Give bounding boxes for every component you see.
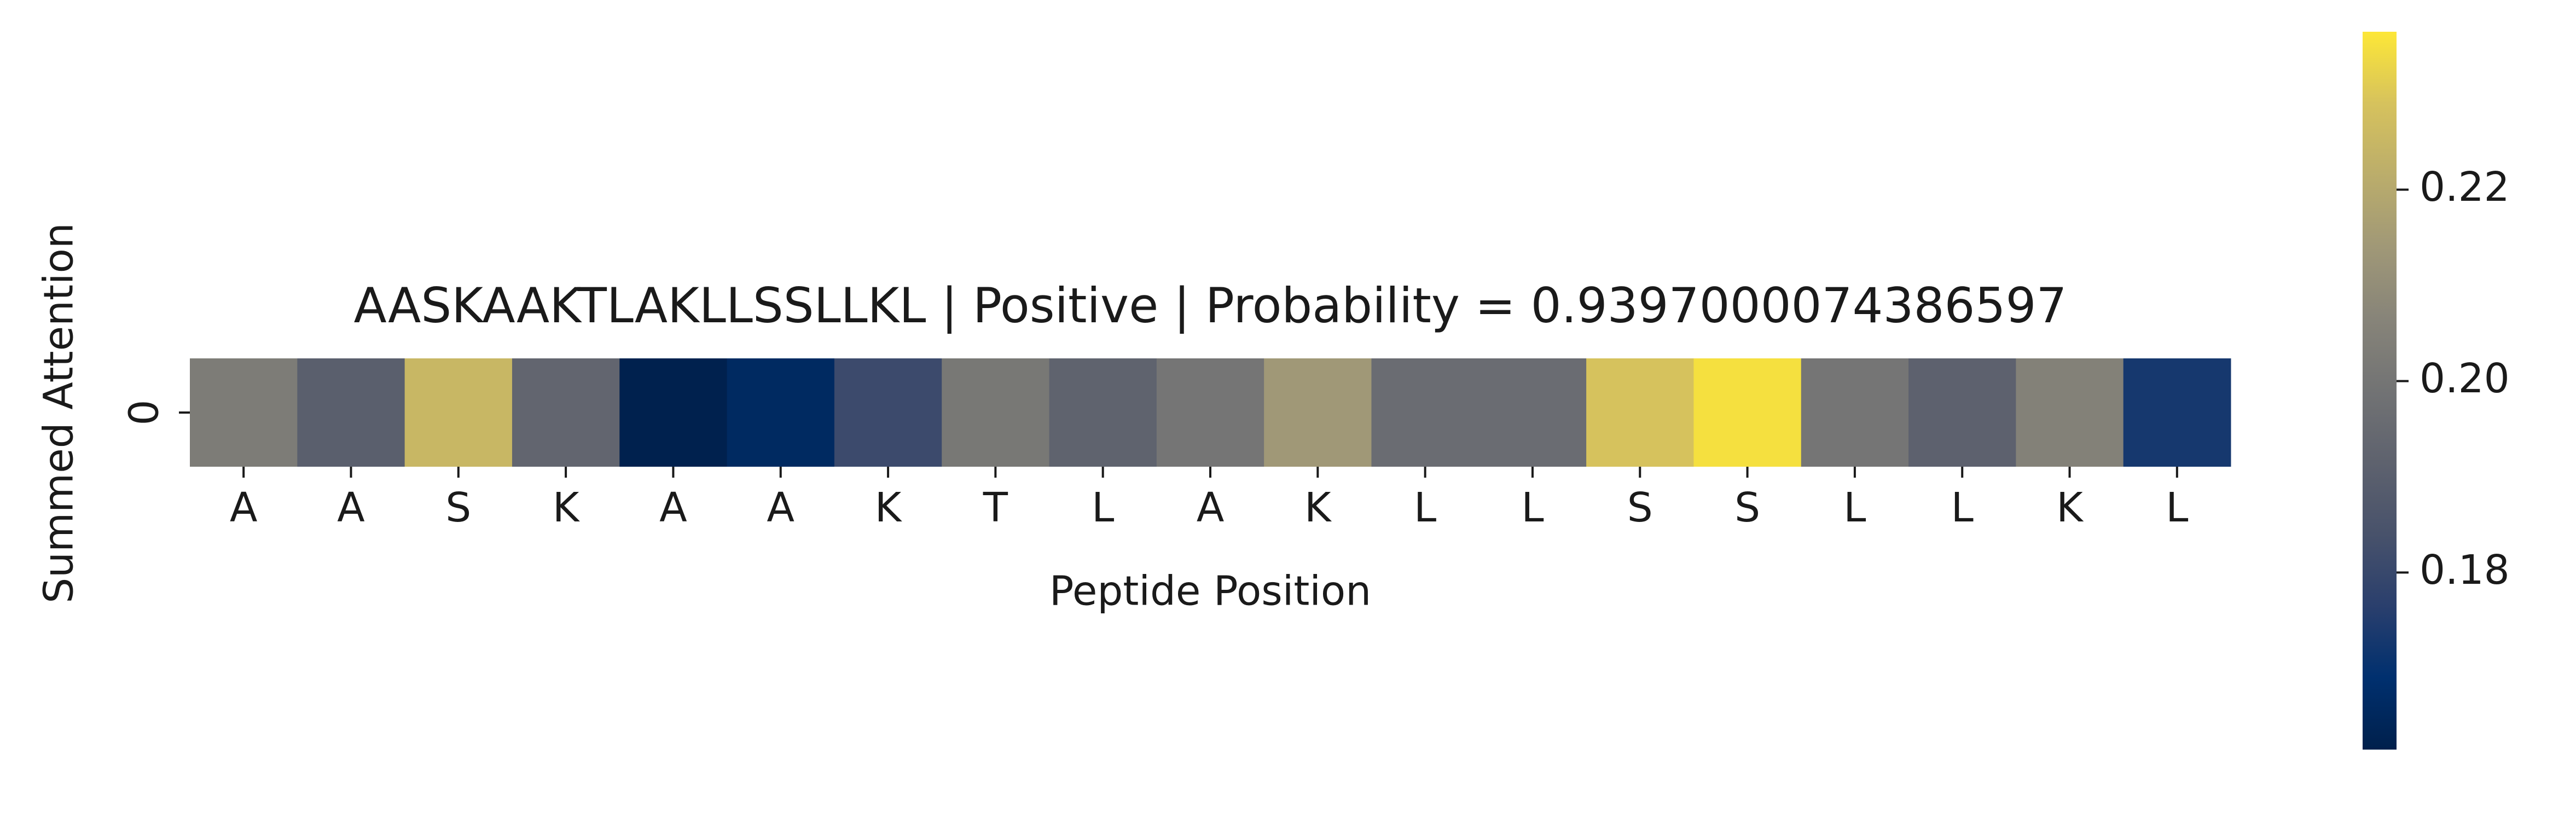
x-tick-label: S [1627, 484, 1653, 531]
heatmap-cells [190, 358, 2231, 467]
colorbar-tick-label: 0.18 [2420, 547, 2510, 594]
x-tick-label: L [1521, 484, 1544, 531]
heatmap-cell [1801, 358, 1909, 467]
heatmap-cell [1478, 358, 1587, 467]
heatmap-cell [190, 358, 298, 467]
heatmap-cell [942, 358, 1050, 467]
x-tick-label: K [875, 484, 903, 531]
x-tick-label: T [983, 484, 1008, 531]
heatmap-cell [727, 358, 835, 467]
y-axis-label: Summed Attention [36, 223, 83, 604]
y-tick-label: 0 [121, 399, 168, 425]
x-tick-label: L [1414, 484, 1436, 531]
x-axis-label: Peptide Position [1049, 568, 1371, 615]
x-tick-label: A [337, 484, 365, 531]
heatmap-cell [297, 358, 405, 467]
x-tick-label: K [2056, 484, 2084, 531]
x-tick-label: A [659, 484, 687, 531]
x-tick-label: A [1197, 484, 1225, 531]
heatmap-cell [1693, 358, 1802, 467]
heatmap-cell [1586, 358, 1694, 467]
heatmap-cell [1908, 358, 2016, 467]
y-axis-ticks: 0 [121, 399, 190, 426]
x-tick-label: L [2166, 484, 2188, 531]
colorbar-tick-label: 0.20 [2420, 355, 2510, 402]
colorbar-ticks: 0.18 0.20 0.22 [2397, 164, 2510, 594]
x-tick-label: L [1092, 484, 1114, 531]
x-tick-label: L [1843, 484, 1866, 531]
heatmap-cell [1049, 358, 1157, 467]
heatmap-cell [1264, 358, 1372, 467]
x-tick-label: L [1951, 484, 1974, 531]
colorbar-tick-label: 0.22 [2420, 164, 2510, 211]
heatmap-cell [1156, 358, 1264, 467]
heatmap-cell [512, 358, 620, 467]
chart-title: AASKAAKTLAKLLSSLLKL | Positive | Probabi… [354, 277, 2067, 334]
x-tick-label: S [445, 484, 471, 531]
x-tick-label: A [767, 484, 794, 531]
heatmap-cell [2123, 358, 2231, 467]
heatmap-cell [404, 358, 513, 467]
heatmap-cell [2016, 358, 2124, 467]
x-tick-label: K [553, 484, 581, 531]
x-tick-label: A [230, 484, 258, 531]
x-tick-label: K [1304, 484, 1332, 531]
x-tick-label: S [1734, 484, 1760, 531]
heatmap-cell [619, 358, 728, 467]
colorbar [2363, 32, 2397, 750]
heatmap-cell [1371, 358, 1480, 467]
heatmap-cell [834, 358, 942, 467]
